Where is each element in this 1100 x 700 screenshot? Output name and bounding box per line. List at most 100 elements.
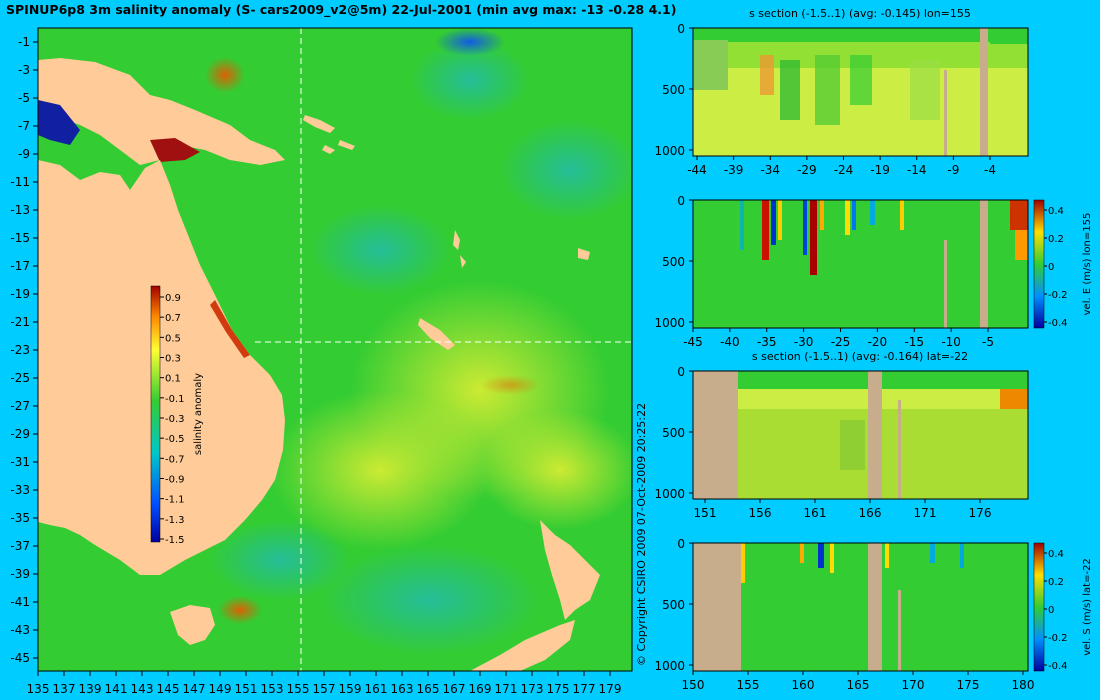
panel-y-axis: 0 500 1000 bbox=[654, 22, 693, 158]
map-lon-axis: 135 137 139 141 143 145 147 149 151 153 155 157 159 1… bbox=[27, 671, 622, 696]
copyright-text: © Copyright CSIRO 2009 07-Oct-2009 20:25… bbox=[635, 403, 648, 666]
panel-frame bbox=[692, 542, 1029, 672]
lat-tick-label: -21 bbox=[10, 315, 30, 329]
salinity-map bbox=[37, 27, 633, 672]
x-tick-label: -10 bbox=[941, 335, 961, 349]
vanuatu bbox=[453, 230, 466, 268]
panel-frame bbox=[692, 370, 1029, 500]
lat-tick-label: -9 bbox=[18, 147, 30, 161]
lon-tick-label: 159 bbox=[339, 682, 362, 696]
x-tick-label: 180 bbox=[1012, 678, 1035, 692]
x-tick-label: -44 bbox=[687, 163, 707, 177]
lon-tick-label: 177 bbox=[573, 682, 596, 696]
vel-cbar-tick-label: -0.2 bbox=[1048, 290, 1068, 301]
x-tick-label: -40 bbox=[720, 335, 740, 349]
new-zealand-south bbox=[470, 620, 575, 671]
panel-x-axis: 151 156 161 166 171 176 bbox=[694, 499, 992, 520]
section-field bbox=[693, 543, 1028, 671]
colorbar-tick-label: 0.1 bbox=[165, 374, 181, 385]
lon-tick-label: 149 bbox=[209, 682, 232, 696]
lat-tick-label: -25 bbox=[10, 371, 30, 385]
y-tick-label: 1000 bbox=[654, 659, 685, 673]
section-land-slab bbox=[980, 200, 988, 328]
lat-tick-label: -1 bbox=[18, 35, 30, 49]
x-tick-label: 156 bbox=[749, 506, 772, 520]
land-masses bbox=[38, 58, 600, 671]
colorbar-tick-label: 0.9 bbox=[165, 293, 181, 304]
lon-tick-label: 145 bbox=[157, 682, 180, 696]
lon-tick-label: 163 bbox=[391, 682, 414, 696]
papua-south-coast bbox=[150, 138, 200, 162]
y-tick-label: 0 bbox=[677, 537, 685, 551]
x-tick-label: 171 bbox=[914, 506, 937, 520]
velocity-colorbar bbox=[1033, 199, 1045, 329]
lon-tick-label: 171 bbox=[495, 682, 518, 696]
panel-frame bbox=[692, 27, 1029, 157]
y-tick-label: 1000 bbox=[654, 144, 685, 158]
vel-cbar-tick-label: -0.4 bbox=[1048, 318, 1068, 329]
panel-salinity-lat-section: s section (-1.5..1) (avg: -0.164) lat=-2… bbox=[654, 350, 1029, 520]
lat-tick-label: -27 bbox=[10, 399, 30, 413]
x-tick-label: -20 bbox=[868, 335, 888, 349]
panel-x-axis: 150 155 160 165 170 175 180 bbox=[682, 671, 1035, 692]
page-title: SPINUP6p8 3m salinity anomaly (S- cars20… bbox=[6, 2, 677, 17]
panel-side-label: vel. E (m/s) lon=155 bbox=[1082, 213, 1093, 316]
lon-tick-label: 135 bbox=[27, 682, 50, 696]
fiji bbox=[578, 248, 590, 260]
velocity-colorbar-ticks: 0.4 0.2 0 -0.2 -0.4 bbox=[1044, 206, 1068, 329]
lon-tick-label: 155 bbox=[287, 682, 310, 696]
tasmania bbox=[170, 605, 215, 645]
section-field bbox=[693, 200, 1028, 328]
y-tick-label: 500 bbox=[662, 255, 685, 269]
lat-tick-label: -35 bbox=[10, 511, 30, 525]
section-land-west bbox=[693, 543, 741, 671]
lat-tick-label: -31 bbox=[10, 455, 30, 469]
x-tick-label: 175 bbox=[957, 678, 980, 692]
vel-cbar-tick-label: -0.2 bbox=[1048, 633, 1068, 644]
y-tick-label: 1000 bbox=[654, 487, 685, 501]
panel-frame bbox=[692, 199, 1029, 329]
colorbar-label: salinity anomaly bbox=[193, 373, 204, 455]
vel-cbar-tick-label: 0 bbox=[1048, 262, 1054, 273]
panel-x-axis: -45 -40 -35 -30 -25 -20 -15 -10 -5 bbox=[683, 328, 994, 349]
colorbar-ticks: 0.9 0.7 0.5 0.3 0.1 -0.1 -0.3 -0.5 -0.7 -0.9 -1.1 -… bbox=[160, 293, 185, 546]
section-land-slab bbox=[980, 28, 988, 156]
panel-title: s section (-1.5..1) (avg: -0.164) lat=-2… bbox=[752, 350, 968, 363]
colorbar-tick-label: -0.9 bbox=[165, 475, 185, 486]
panel-y-axis: 0 500 1000 bbox=[654, 537, 693, 673]
x-tick-label: 155 bbox=[737, 678, 760, 692]
panel-side-label: vel. S (m/s) lat=-22 bbox=[1082, 558, 1093, 656]
lat-tick-label: -7 bbox=[18, 119, 30, 133]
y-tick-label: 500 bbox=[662, 426, 685, 440]
colorbar-tick-label: 0.3 bbox=[165, 354, 181, 365]
lon-tick-label: 143 bbox=[131, 682, 154, 696]
x-tick-label: -19 bbox=[870, 163, 890, 177]
solomon-islands bbox=[303, 115, 355, 154]
x-tick-label: 150 bbox=[682, 678, 705, 692]
vel-cbar-tick-label: -0.4 bbox=[1048, 661, 1068, 672]
colorbar-tick-label: -0.7 bbox=[165, 454, 185, 465]
x-tick-label: 176 bbox=[969, 506, 992, 520]
section-land-slab bbox=[868, 371, 882, 499]
x-tick-label: 166 bbox=[859, 506, 882, 520]
vel-cbar-tick-label: 0.4 bbox=[1048, 549, 1064, 560]
colorbar-tick-label: -0.5 bbox=[165, 434, 185, 445]
vel-cbar-tick-label: 0.2 bbox=[1048, 577, 1064, 588]
x-tick-label: -25 bbox=[831, 335, 851, 349]
y-tick-label: 0 bbox=[677, 365, 685, 379]
lon-tick-label: 153 bbox=[261, 682, 284, 696]
x-tick-label: -5 bbox=[982, 335, 994, 349]
lon-tick-label: 141 bbox=[105, 682, 128, 696]
y-tick-label: 500 bbox=[662, 83, 685, 97]
vel-cbar-tick-label: 0.4 bbox=[1048, 206, 1064, 217]
salinity-eddies bbox=[48, 28, 632, 655]
lon-tick-label: 137 bbox=[53, 682, 76, 696]
colorbar-tick-label: 0.5 bbox=[165, 333, 181, 344]
lon-tick-label: 179 bbox=[599, 682, 622, 696]
lat-tick-label: -37 bbox=[10, 539, 30, 553]
x-tick-label: 165 bbox=[847, 678, 870, 692]
x-tick-label: -35 bbox=[757, 335, 777, 349]
x-tick-label: -30 bbox=[794, 335, 814, 349]
y-tick-label: 0 bbox=[677, 194, 685, 208]
